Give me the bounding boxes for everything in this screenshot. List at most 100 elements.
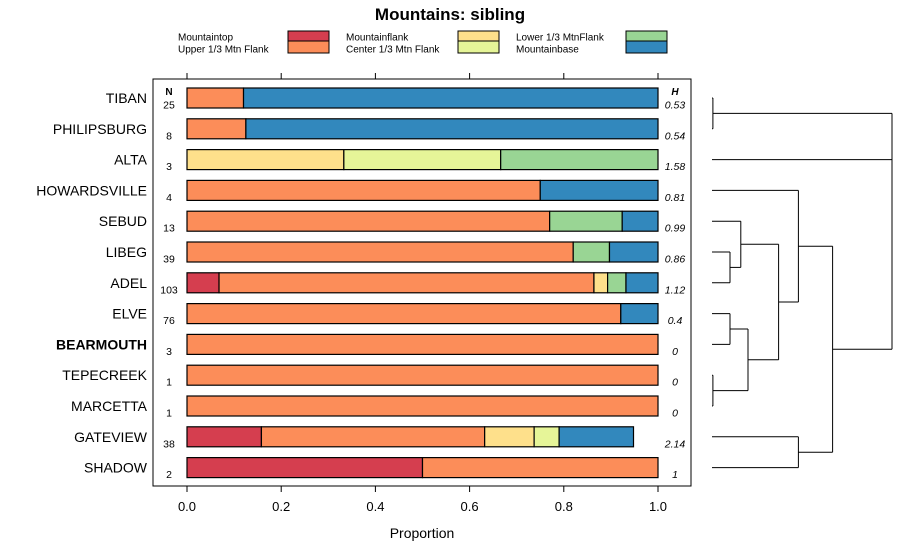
legend-swatch-center-1-3-mtn-flank bbox=[457, 40, 500, 54]
category-label: GATEVIEW bbox=[74, 429, 148, 445]
n-value: 25 bbox=[163, 100, 175, 112]
bar-segment-upper-1-3-mtn-flank bbox=[186, 364, 659, 386]
n-value: 39 bbox=[163, 254, 175, 266]
bar-segment-mountainbase bbox=[539, 179, 659, 201]
legend-label-mountaintop: Mountaintop bbox=[178, 33, 233, 44]
h-value: 2.14 bbox=[664, 438, 686, 450]
bar-segment-mountaintop bbox=[186, 272, 220, 294]
bar-segment-upper-1-3-mtn-flank bbox=[186, 87, 245, 109]
bar-segment-mountainbase bbox=[558, 426, 635, 448]
row-sebud: SEBUD 13 0.99 bbox=[99, 210, 686, 235]
bar-segment-mountainflank bbox=[593, 272, 609, 294]
n-value: 3 bbox=[166, 346, 172, 358]
n-value: 1 bbox=[166, 377, 172, 389]
n-value: 76 bbox=[163, 315, 175, 327]
legend-label-mountainflank: Mountainflank bbox=[346, 33, 409, 44]
category-label: SHADOW bbox=[84, 460, 148, 476]
h-value: 0.99 bbox=[665, 223, 686, 235]
category-label: BEARMOUTH bbox=[56, 336, 147, 352]
row-tiban: TIBAN 25 0.53 bbox=[106, 87, 686, 112]
h-value: 0.54 bbox=[665, 130, 686, 142]
h-value: 0.53 bbox=[665, 100, 686, 112]
legend-label-mountainbase: Mountainbase bbox=[516, 45, 579, 56]
h-value: 1 bbox=[672, 469, 678, 481]
n-value: 103 bbox=[160, 284, 178, 296]
bar-segment-mountainflank bbox=[484, 426, 535, 448]
category-label: LIBEG bbox=[106, 244, 147, 260]
category-label: SEBUD bbox=[99, 213, 147, 229]
n-value: 13 bbox=[163, 223, 175, 235]
category-label: ADEL bbox=[110, 275, 147, 291]
row-howardsville: HOWARDSVILLE 4 0.81 bbox=[36, 179, 685, 204]
row-shadow: SHADOW 2 1 bbox=[84, 457, 678, 481]
bar-segment-mountainbase bbox=[620, 303, 659, 325]
dendrogram bbox=[712, 97, 893, 469]
row-philipsburg: PHILIPSBURG 8 0.54 bbox=[53, 118, 686, 142]
bar-segment-upper-1-3-mtn-flank bbox=[186, 303, 622, 325]
h-value: 0 bbox=[672, 377, 678, 389]
x-tick-label: 0.4 bbox=[366, 499, 384, 514]
h-value: 1.12 bbox=[665, 284, 686, 296]
row-adel: ADEL 103 1.12 bbox=[110, 272, 686, 296]
n-header: N bbox=[165, 87, 172, 98]
h-header: H bbox=[671, 87, 679, 98]
category-label: MARCETTA bbox=[71, 398, 148, 414]
n-value: 3 bbox=[166, 161, 172, 173]
legend-label-upper-1-3-mtn-flank: Upper 1/3 Mtn Flank bbox=[178, 45, 270, 56]
bar-segment-lower-1-3-mtnflank bbox=[607, 272, 627, 294]
row-tepecreek: TEPECREEK 1 0 bbox=[62, 364, 678, 389]
bar-segment-lower-1-3-mtnflank bbox=[549, 210, 623, 232]
legend-swatch-mountainbase bbox=[625, 40, 668, 54]
bar-segment-upper-1-3-mtn-flank bbox=[186, 333, 659, 355]
h-value: 0 bbox=[672, 408, 678, 420]
x-tick-label: 0.6 bbox=[461, 499, 479, 514]
row-alta: ALTA 3 1.58 bbox=[114, 149, 686, 173]
row-bearmouth: BEARMOUTH 3 0 bbox=[56, 333, 678, 358]
bar-segment-upper-1-3-mtn-flank bbox=[186, 210, 551, 232]
bar-segment-upper-1-3-mtn-flank bbox=[186, 395, 659, 417]
h-value: 0.81 bbox=[665, 192, 685, 204]
bar-segment-mountainbase bbox=[621, 210, 659, 232]
bar-segment-upper-1-3-mtn-flank bbox=[421, 457, 659, 479]
n-value: 4 bbox=[166, 192, 172, 204]
n-value: 1 bbox=[166, 408, 172, 420]
plot-frame bbox=[152, 78, 692, 487]
x-tick-label: 0.0 bbox=[178, 499, 196, 514]
h-value: 0.4 bbox=[668, 315, 683, 327]
bar-segment-mountainbase bbox=[625, 272, 659, 294]
bar-segment-center-1-3-mtn-flank bbox=[343, 149, 502, 171]
n-value: 38 bbox=[163, 438, 175, 450]
bar-rows: TIBAN 25 0.53 PHILIPSBURG 8 0.54 ALTA 3 1.58 HOWA… bbox=[36, 87, 686, 481]
category-label: TIBAN bbox=[106, 90, 147, 106]
bar-segment-mountaintop bbox=[186, 426, 263, 448]
bar-segment-upper-1-3-mtn-flank bbox=[260, 426, 486, 448]
category-label: HOWARDSVILLE bbox=[36, 182, 147, 198]
bar-segment-center-1-3-mtn-flank bbox=[533, 426, 560, 448]
x-axis-bottom: 0.0 0.2 0.4 0.6 0.8 1.0 bbox=[178, 486, 667, 514]
n-value: 8 bbox=[166, 130, 172, 142]
legend-swatch-upper-1-3-mtn-flank bbox=[287, 40, 330, 54]
bar-segment-mountainflank bbox=[186, 149, 345, 171]
row-elve: ELVE 76 0.4 bbox=[112, 303, 683, 327]
legend-label-center-1-3-mtn-flank: Center 1/3 Mtn Flank bbox=[346, 45, 440, 56]
bar-segment-mountaintop bbox=[186, 457, 424, 479]
bar-segment-lower-1-3-mtnflank bbox=[572, 241, 611, 263]
bar-segment-upper-1-3-mtn-flank bbox=[186, 241, 574, 263]
row-gateview: GATEVIEW 38 2.14 bbox=[74, 426, 686, 450]
bar-segment-mountainbase bbox=[245, 118, 659, 140]
row-marcetta: MARCETTA 1 0 bbox=[71, 395, 678, 420]
chart-title: Mountains: sibling bbox=[375, 5, 525, 24]
n-value: 2 bbox=[166, 469, 172, 481]
h-value: 0.86 bbox=[665, 254, 686, 266]
bar-segment-upper-1-3-mtn-flank bbox=[186, 118, 247, 140]
x-axis-top bbox=[186, 73, 659, 79]
h-value: 1.58 bbox=[665, 161, 686, 173]
category-label: TEPECREEK bbox=[62, 367, 147, 383]
bar-segment-upper-1-3-mtn-flank bbox=[218, 272, 595, 294]
bar-segment-lower-1-3-mtnflank bbox=[500, 149, 659, 171]
x-axis-title: Proportion bbox=[390, 525, 455, 541]
bar-segment-mountainbase bbox=[242, 87, 659, 109]
x-tick-label: 0.8 bbox=[555, 499, 573, 514]
